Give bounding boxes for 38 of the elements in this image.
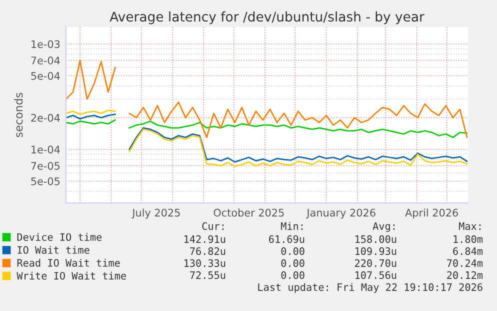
text: 107.56u bbox=[355, 271, 396, 279]
legend-label: IO Wait time bbox=[18, 246, 90, 254]
text: 1.80m bbox=[454, 235, 483, 243]
text: 61.69u bbox=[269, 235, 304, 243]
text: 0.00 bbox=[281, 271, 304, 279]
legend-label: Write IO Wait time bbox=[16, 272, 126, 280]
legend-label: Device IO time bbox=[17, 233, 102, 241]
text: Max: bbox=[459, 222, 481, 230]
text: Min: bbox=[281, 222, 303, 230]
y-tick-label: 1e-03 bbox=[32, 40, 60, 48]
chart-title: Average latency for /dev/ubuntu/slash - by year bbox=[110, 11, 424, 24]
y-tick-label: 2e-04 bbox=[31, 114, 60, 122]
text: Last update: Fri May 22 19:10:17 2026 bbox=[258, 283, 482, 293]
text: 76.82u bbox=[190, 247, 226, 255]
text: Avg: bbox=[372, 222, 395, 232]
x-tick-label: July 2025 bbox=[132, 208, 180, 219]
y-axis-title: seconds bbox=[14, 92, 23, 138]
y-tick-label: 5e-04 bbox=[31, 72, 60, 80]
legend-label: Read IO Wait time bbox=[17, 258, 120, 267]
text: 220.70u bbox=[355, 259, 396, 267]
text: 72.55u bbox=[190, 271, 226, 279]
text: 0.00 bbox=[281, 247, 304, 255]
text: 142.91u bbox=[184, 235, 226, 243]
text: 20.12m bbox=[447, 271, 483, 279]
x-tick-label: January 2026 bbox=[306, 208, 376, 219]
text: Cur: bbox=[202, 222, 224, 230]
text: 158.00u bbox=[355, 235, 396, 243]
text: 70.24m bbox=[447, 259, 483, 267]
text: 0.00 bbox=[281, 259, 304, 267]
y-tick-label: 7e-04 bbox=[31, 56, 60, 64]
text: 109.93u bbox=[355, 247, 396, 255]
text: 6.84m bbox=[453, 247, 483, 255]
y-tick-label: 7e-05 bbox=[31, 162, 60, 170]
y-tick-label: 1e-04 bbox=[32, 146, 60, 154]
x-tick-label: October 2025 bbox=[214, 208, 284, 217]
x-tick-label: April 2026 bbox=[405, 208, 458, 219]
y-tick-label: 5e-05 bbox=[31, 177, 60, 186]
text: 130.33u bbox=[184, 259, 226, 267]
